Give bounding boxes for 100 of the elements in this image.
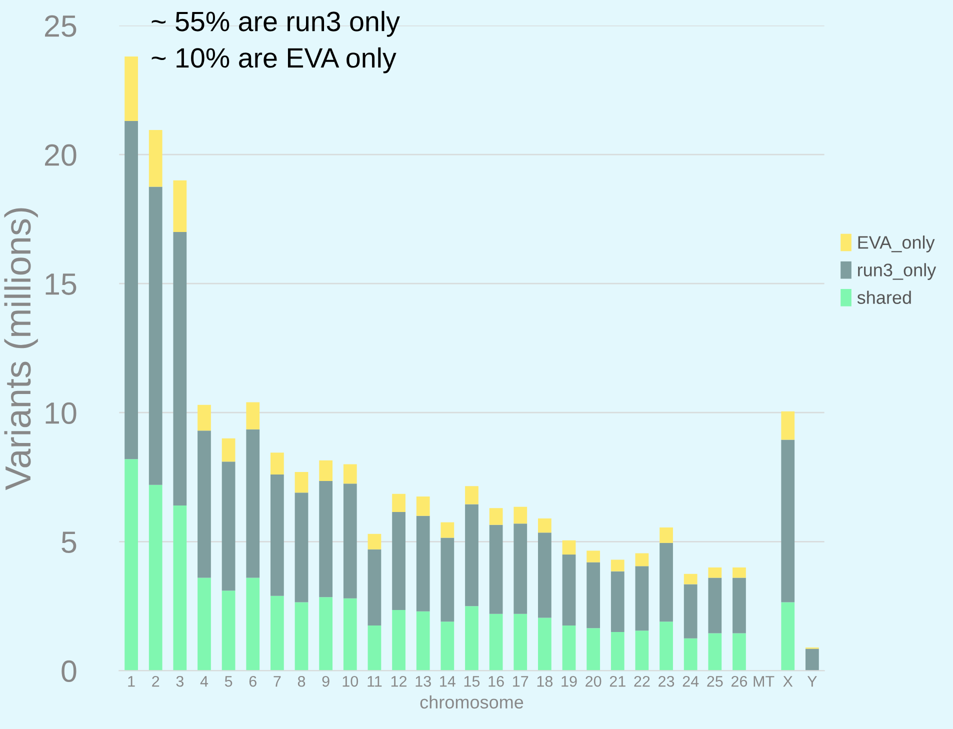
bar xyxy=(148,130,162,187)
bar xyxy=(489,508,503,525)
bar xyxy=(732,567,746,578)
x-tick-label: MT xyxy=(754,676,774,687)
x-tick-label: 11 xyxy=(368,676,382,687)
bar xyxy=(660,622,673,671)
legend-label: run3_only xyxy=(858,263,936,280)
bar xyxy=(270,474,284,596)
bar xyxy=(489,524,503,614)
bar xyxy=(781,440,795,602)
y-axis-title: Variants (millions) xyxy=(4,208,38,490)
bar xyxy=(635,566,649,631)
bar xyxy=(173,180,187,232)
annotation: ~ 10% are EVA only xyxy=(152,47,396,74)
bar xyxy=(708,578,722,634)
bar xyxy=(806,648,819,671)
bar xyxy=(610,632,624,671)
x-tick-label: 22 xyxy=(634,676,650,687)
bar xyxy=(124,459,138,671)
bar xyxy=(198,578,211,671)
bar xyxy=(246,402,260,430)
bar xyxy=(586,628,600,671)
y-tick-label: 15 xyxy=(46,274,76,295)
x-tick-label: 20 xyxy=(586,676,602,687)
bar xyxy=(294,602,308,671)
x-tick-label: 18 xyxy=(537,676,553,687)
bar xyxy=(198,430,211,578)
x-tick-label: Y xyxy=(807,676,817,687)
x-tick-label: 15 xyxy=(464,676,480,687)
bar xyxy=(684,638,698,671)
bar xyxy=(708,567,722,578)
x-tick-label: 21 xyxy=(610,676,626,687)
bar xyxy=(416,611,430,671)
legend-label: EVA_only xyxy=(858,236,935,252)
bar xyxy=(343,598,357,671)
bar xyxy=(635,630,649,671)
bar xyxy=(222,462,236,591)
x-tick-label: 7 xyxy=(274,676,281,687)
bar xyxy=(562,540,576,555)
annotation: ~ 55% are run3 only xyxy=(152,10,400,37)
legend-label: shared xyxy=(857,290,911,304)
bar xyxy=(270,452,284,475)
bar xyxy=(173,232,187,506)
bar xyxy=(368,534,382,550)
bar xyxy=(343,484,357,598)
x-tick-label: 17 xyxy=(513,676,528,687)
bar xyxy=(732,578,746,634)
bar xyxy=(562,626,576,671)
y-tick-label: 10 xyxy=(46,402,76,424)
bar xyxy=(781,411,795,440)
bar xyxy=(124,56,138,121)
bar xyxy=(368,549,382,626)
bar xyxy=(610,571,624,632)
x-tick-label: 1 xyxy=(128,676,135,687)
x-tick-label: 14 xyxy=(440,676,456,687)
x-axis-title: chromosome xyxy=(420,695,524,709)
bar xyxy=(392,494,406,512)
x-tick-label: 9 xyxy=(322,676,330,687)
bar xyxy=(148,186,162,485)
bar xyxy=(514,614,528,671)
bar xyxy=(343,464,357,484)
bar xyxy=(368,626,382,671)
bar xyxy=(465,486,478,504)
bar xyxy=(538,518,552,533)
bar xyxy=(660,527,673,543)
bar xyxy=(610,560,624,572)
bar xyxy=(294,492,308,602)
bar xyxy=(708,633,722,671)
x-tick-label: 26 xyxy=(732,676,748,687)
x-tick-label: 23 xyxy=(658,676,674,687)
bar xyxy=(148,484,162,671)
bar xyxy=(465,606,478,671)
x-tick-label: X xyxy=(783,676,793,687)
x-tick-label: 16 xyxy=(488,676,504,687)
y-tick-label: 5 xyxy=(62,532,76,554)
bar xyxy=(246,578,260,671)
bar xyxy=(538,618,552,671)
bar xyxy=(319,597,333,671)
x-tick-label: 3 xyxy=(176,676,184,687)
x-tick-label: 19 xyxy=(562,676,577,687)
bar xyxy=(489,614,503,671)
bar xyxy=(319,460,333,481)
bar xyxy=(538,532,552,618)
bar xyxy=(440,522,454,538)
bar xyxy=(319,481,333,598)
y-tick-label: 0 xyxy=(62,660,76,682)
bar xyxy=(562,554,576,626)
x-tick-label: 10 xyxy=(342,676,358,687)
bar xyxy=(222,438,236,462)
bar xyxy=(198,404,211,431)
bar xyxy=(684,584,698,638)
x-tick-label: 6 xyxy=(249,676,256,687)
bar xyxy=(173,506,187,671)
x-tick-label: 8 xyxy=(298,676,306,687)
bar xyxy=(222,590,236,671)
bar xyxy=(416,496,430,516)
bar xyxy=(586,550,600,562)
x-tick-label: 5 xyxy=(224,676,232,687)
bar xyxy=(440,538,454,622)
bar xyxy=(270,596,284,671)
